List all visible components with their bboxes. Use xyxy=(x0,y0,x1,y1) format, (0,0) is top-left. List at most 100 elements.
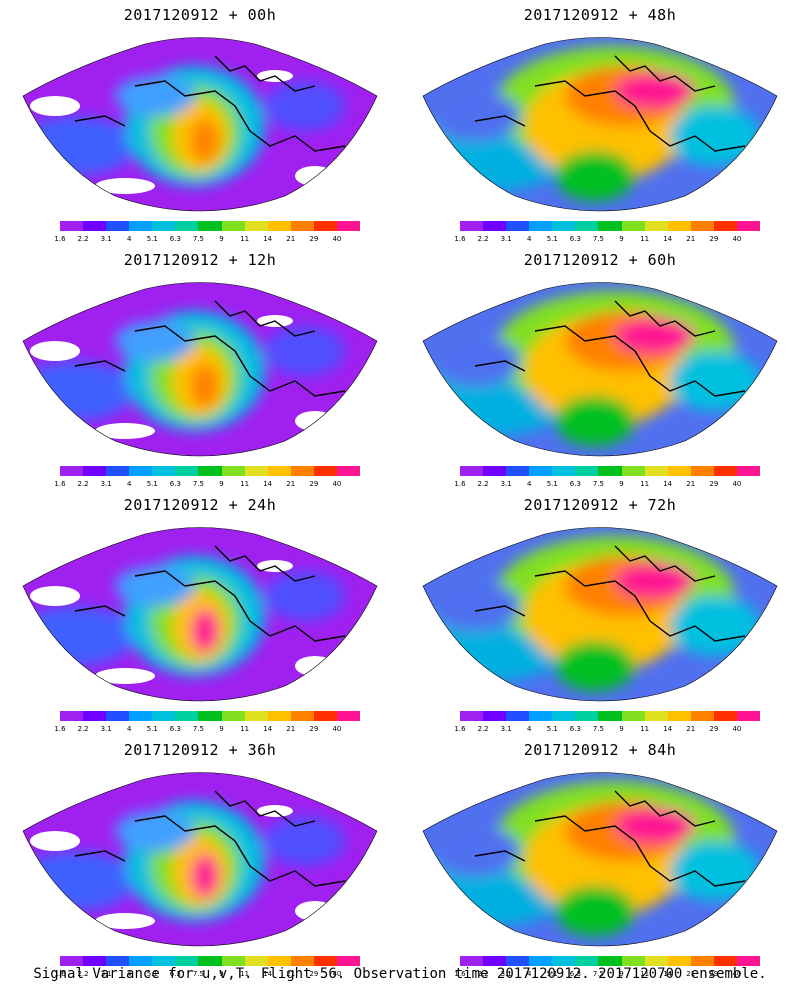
colorbar-label: 4 xyxy=(526,725,532,733)
colorbar-label: 40 xyxy=(332,480,342,488)
colorbar-labels: 1.6 2.2 3.1 4 5.1 6.3 7.5 9 11 14 21 29 40 xyxy=(54,725,360,735)
colorbar-segment xyxy=(221,711,245,721)
colorbar-segment xyxy=(336,221,361,231)
colorbar-label: 14 xyxy=(663,235,673,243)
colorbar xyxy=(60,956,361,966)
colorbar-segment xyxy=(621,956,645,966)
colorbar-label: 5.1 xyxy=(546,725,558,733)
colorbar-label: 3.1 xyxy=(500,235,512,243)
colorbar-segment xyxy=(290,466,314,476)
colorbar-segment xyxy=(290,221,314,231)
map-panel: 2017120912 + 36h 1.6 2.2 3.1 4 5.1 6.3 7.5 9 11 14… xyxy=(0,735,400,980)
colorbar-label: 40 xyxy=(332,970,342,978)
colorbar-label: 21 xyxy=(286,480,296,488)
colorbar-segment xyxy=(313,466,337,476)
colorbar-label: 3.1 xyxy=(100,235,112,243)
colorbar-label: 40 xyxy=(732,235,742,243)
colorbar-label: 1.6 xyxy=(54,480,66,488)
colorbar-segment xyxy=(690,956,714,966)
colorbar-label: 6.3 xyxy=(569,235,581,243)
colorbar-label: 6.3 xyxy=(169,235,181,243)
colorbar-label: 5.1 xyxy=(546,480,558,488)
variance-map xyxy=(22,527,378,702)
colorbar-label: 9 xyxy=(619,235,624,243)
map-panel: 2017120912 + 24h 1.6 2.2 3.1 4 5.1 6.3 7.5 9 11 14… xyxy=(0,490,400,735)
colorbar-segment xyxy=(175,221,199,231)
colorbar xyxy=(60,711,361,721)
colorbar-segment xyxy=(667,221,691,231)
colorbar-segment xyxy=(690,466,714,476)
colorbar xyxy=(460,221,761,231)
colorbar-segment xyxy=(290,711,314,721)
colorbar-label: 7.5 xyxy=(592,480,605,488)
colorbar-segment xyxy=(621,466,645,476)
colorbar-label: 11 xyxy=(640,725,650,733)
colorbar-label: 29 xyxy=(709,725,719,733)
colorbar-segment xyxy=(598,221,622,231)
colorbar-label: 40 xyxy=(732,970,742,978)
colorbar-label: 11 xyxy=(240,970,250,978)
colorbar-label: 2.2 xyxy=(477,725,489,733)
colorbar-segment xyxy=(667,956,691,966)
colorbar-label: 21 xyxy=(686,725,696,733)
colorbar-segment xyxy=(644,711,668,721)
colorbar-segment xyxy=(621,711,645,721)
colorbar-segment xyxy=(129,221,153,231)
colorbar xyxy=(60,466,361,476)
colorbar-label: 40 xyxy=(332,725,342,733)
variance-map xyxy=(422,772,778,947)
colorbar-label: 14 xyxy=(663,970,673,978)
colorbar-segment xyxy=(644,956,668,966)
variance-field xyxy=(23,772,377,946)
colorbar-segment xyxy=(60,956,84,966)
colorbar-segment xyxy=(529,466,553,476)
colorbar-label: 1.6 xyxy=(54,235,66,243)
colorbar-label: 21 xyxy=(286,235,296,243)
colorbar-segment xyxy=(575,956,599,966)
map-panel: 2017120912 + 12h 1.6 2.2 3.1 4 5.1 6.3 7.5 9 11 14… xyxy=(0,245,400,490)
variance-map xyxy=(422,37,778,212)
colorbar-segment xyxy=(175,956,199,966)
colorbar-segment xyxy=(221,466,245,476)
colorbar-label: 9 xyxy=(219,235,224,243)
colorbar-label: 14 xyxy=(663,725,673,733)
colorbar xyxy=(60,221,361,231)
colorbar-segment xyxy=(244,711,268,721)
colorbar-segment xyxy=(644,221,668,231)
colorbar-label: 14 xyxy=(663,480,673,488)
map-panel: 2017120912 + 72h 1.6 2.2 3.1 4 5.1 6.3 7.5 9 11 14… xyxy=(400,490,800,735)
colorbar-labels: 1.6 2.2 3.1 4 5.1 6.3 7.5 9 11 14 21 29 40 xyxy=(54,235,360,245)
colorbar-label: 11 xyxy=(640,480,650,488)
colorbar-label: 5.1 xyxy=(546,235,558,243)
colorbar-labels: 1.6 2.2 3.1 4 5.1 6.3 7.5 9 11 14 21 29 40 xyxy=(454,725,760,735)
colorbar-label: 4 xyxy=(526,970,532,978)
colorbar-segment xyxy=(736,221,761,231)
colorbar-label: 7.5 xyxy=(592,725,605,733)
colorbar-labels: 1.6 2.2 3.1 4 5.1 6.3 7.5 9 11 14 21 29 40 xyxy=(54,480,360,490)
colorbar-label: 5.1 xyxy=(146,480,158,488)
map-panel: 2017120912 + 48h 1.6 2.2 3.1 4 5.1 6.3 7.5 9 11 14… xyxy=(400,0,800,245)
colorbar-segment xyxy=(644,466,668,476)
colorbar-label: 6.3 xyxy=(169,970,181,978)
colorbar-segment xyxy=(552,711,576,721)
colorbar-label: 3.1 xyxy=(500,725,512,733)
colorbar-segment xyxy=(129,956,153,966)
colorbar-label: 40 xyxy=(332,235,342,243)
colorbar-label: 11 xyxy=(240,480,250,488)
colorbar-label: 7.5 xyxy=(192,235,205,243)
colorbar-labels: 1.6 2.2 3.1 4 5.1 6.3 7.5 9 11 14 21 29 40 xyxy=(454,970,760,980)
colorbar-segment xyxy=(152,466,176,476)
colorbar-segment xyxy=(244,466,268,476)
colorbar-segment xyxy=(460,221,484,231)
colorbar-segment xyxy=(129,711,153,721)
panel-title: 2017120912 + 36h xyxy=(123,741,277,759)
colorbar-label: 9 xyxy=(619,725,624,733)
colorbar-label: 14 xyxy=(263,725,273,733)
colorbar-label: 4 xyxy=(126,235,132,243)
colorbar xyxy=(460,711,761,721)
colorbar-segment xyxy=(83,956,107,966)
colorbar-segment xyxy=(267,221,291,231)
colorbar-label: 7.5 xyxy=(592,235,605,243)
colorbar-label: 9 xyxy=(619,970,624,978)
colorbar-segment xyxy=(736,466,761,476)
